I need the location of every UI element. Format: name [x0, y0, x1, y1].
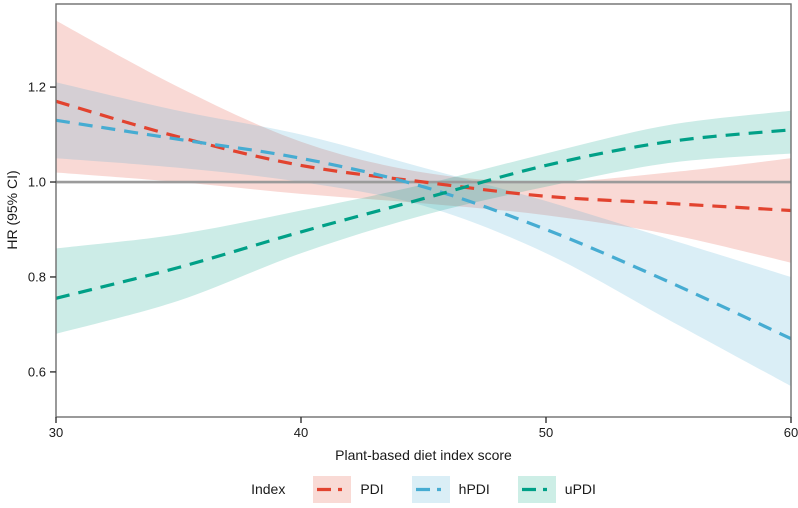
series-lines: [56, 99, 791, 341]
y-tick-label: 1.2: [28, 80, 46, 95]
legend-item-hPDI: hPDI: [411, 475, 490, 503]
y-tick-label: 1.0: [28, 175, 46, 190]
series-line-PDI: [56, 99, 791, 213]
legend-swatch-uPDI: [517, 475, 556, 503]
y-axis-title: HR (95% CI): [4, 170, 20, 249]
axis-ticks-and-labels: 30 40 50 60 0.6 0.8 1.0 1.2: [28, 80, 798, 440]
series-line-uPDI: [56, 128, 791, 300]
legend: Index PDI hPDI uPDI: [56, 474, 791, 504]
ci-ribbon-hPDI: [56, 82, 791, 387]
legend-title: Index: [251, 481, 286, 497]
x-tick-label: 30: [49, 425, 63, 440]
legend-swatch-hPDI: [411, 475, 450, 503]
ci-ribbon-uPDI: [56, 110, 791, 334]
x-axis-title: Plant-based diet index score: [335, 447, 512, 463]
y-tick-label: 0.6: [28, 364, 46, 379]
ci-ribbon-PDI: [56, 20, 791, 263]
x-tick-label: 40: [294, 425, 308, 440]
legend-item-PDI: PDI: [313, 475, 384, 503]
x-tick-label: 50: [539, 425, 553, 440]
y-tick-label: 0.8: [28, 269, 46, 284]
legend-item-uPDI: uPDI: [517, 475, 596, 503]
legend-label-uPDI: uPDI: [564, 481, 596, 497]
chart-canvas: 30 40 50 60 0.6 0.8 1.0 1.2 HR (95% CI): [4, 3, 798, 440]
legend-label-hPDI: hPDI: [458, 481, 490, 497]
series-line-hPDI: [56, 118, 791, 341]
confidence-ribbons: [56, 20, 791, 387]
x-tick-label: 60: [784, 425, 798, 440]
legend-swatch-PDI: [313, 475, 352, 503]
legend-label-PDI: PDI: [360, 481, 384, 497]
panel-border-rect: [55, 3, 792, 418]
panel-border: [55, 3, 792, 418]
